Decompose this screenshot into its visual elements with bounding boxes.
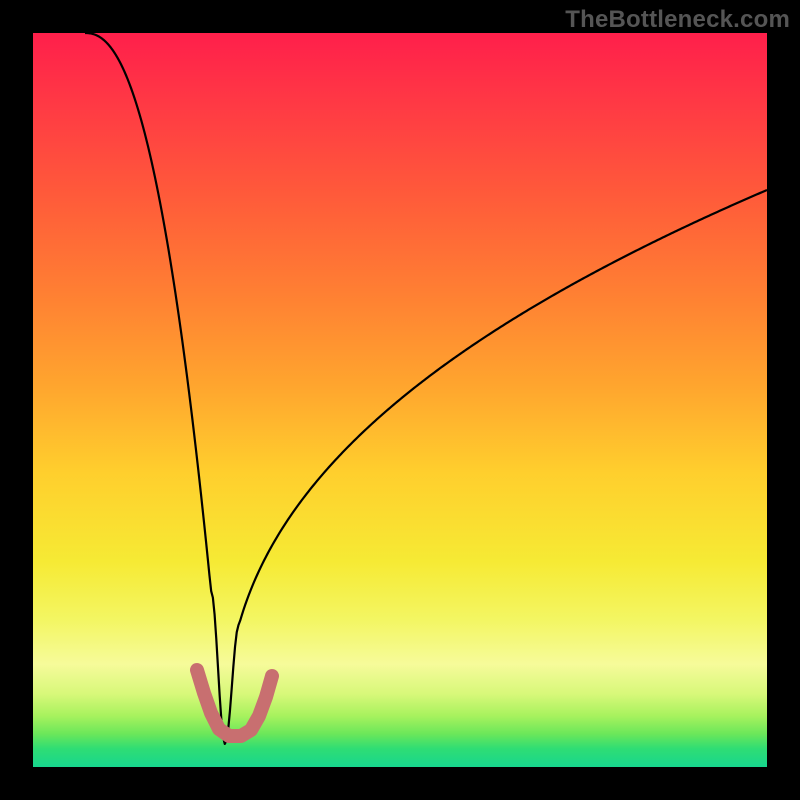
watermark-text: TheBottleneck.com [565, 6, 790, 34]
chart-canvas [0, 0, 800, 800]
